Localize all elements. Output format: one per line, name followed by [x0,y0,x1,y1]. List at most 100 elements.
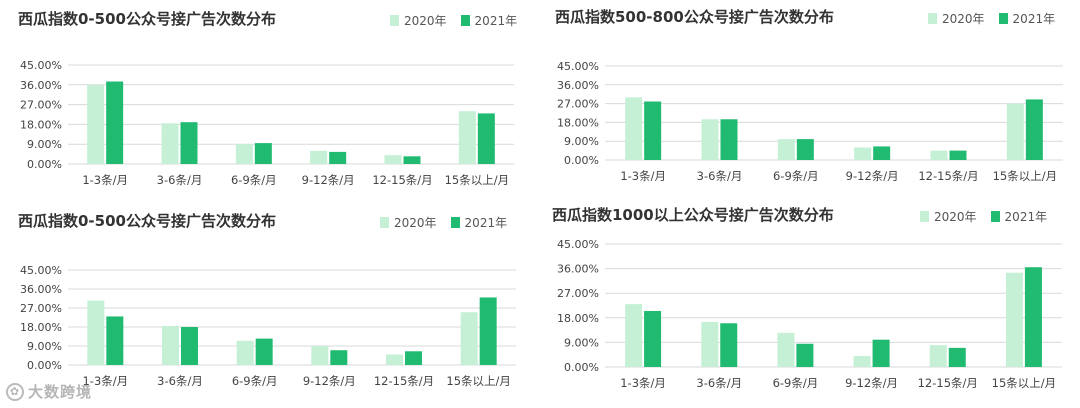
x-tick-label: 9-12条/月 [846,169,899,183]
bar-2020 [701,321,719,367]
x-tick-label: 3-6条/月 [157,173,203,187]
legend-label-2020: 2020年 [404,14,447,28]
chart-legend: 2020年 2021年 [928,10,1055,27]
y-tick-label: 9.00% [564,135,599,148]
bar-chart-2: 0.00% 9.00% 18.00% 27.00% 36.00% 45.00% 1-3条/月… [557,60,1063,183]
chart-title: 西瓜指数500-800公众号接广告次数分布 [555,8,834,26]
bar-2020 [625,304,643,367]
y-tick-label: 0.00% [27,158,62,171]
legend-item-2020: 2020年 [380,214,437,231]
bar-2021 [181,327,198,365]
legend-label-2021: 2021年 [1012,12,1056,26]
y-tick-label: 27.00% [20,99,62,112]
legend-item-2021: 2021年 [460,12,518,29]
bar-chart-1: 0.00% 9.00% 18.00% 27.00% 36.00% 45.00% 1-3条/月… [20,59,514,187]
legend-item-2020: 2020年 [920,208,977,225]
bar-2020 [458,111,476,164]
x-tick-label: 12-15条/月 [918,376,978,390]
x-tick-label: 3-6条/月 [157,374,203,388]
x-tick-label: 6-9条/月 [232,374,278,388]
legend-label-2020: 2020年 [942,12,985,26]
bar-2021 [873,146,891,160]
watermark: ✿ 大数跨境 [6,381,92,402]
x-tick-label: 12-15条/月 [372,173,432,187]
bar-2021 [477,113,495,164]
legend-item-2020: 2020年 [928,10,985,27]
bar-2020 [384,155,402,164]
legend-swatch-2020 [380,217,389,228]
y-tick-label: 45.00% [20,264,62,277]
bar-2020 [460,312,478,365]
bar-2021 [255,338,273,365]
legend-label-2020: 2020年 [934,210,977,224]
bar-2020 [1005,272,1023,367]
bar-2021 [796,139,814,160]
bar-2020 [87,300,105,365]
chart-legend: 2020年 2021年 [920,208,1047,225]
y-tick-label: 18.00% [20,118,62,131]
x-tick-label: 6-9条/月 [231,173,277,187]
bar-chart-3: 0.00% 9.00% 18.00% 27.00% 36.00% 45.00% 1-3条/月… [20,264,516,388]
legend-item-2021: 2021年 [998,10,1056,27]
chart-panel-2: 西瓜指数500-800公众号接广告次数分布 2020年 2021年 0.00% 9… [555,6,1070,196]
x-tick-label: 9-12条/月 [303,374,356,388]
y-tick-label: 36.00% [20,283,62,296]
bar-2021 [405,351,422,365]
bar-2020 [929,345,947,367]
y-tick-label: 0.00% [27,359,62,372]
bar-2020 [625,97,643,160]
chart-panel-1: 西瓜指数0-500公众号接广告次数分布 2020年 2021年 0.00% 9.0… [18,8,518,198]
chart-title: 西瓜指数0-500公众号接广告次数分布 [18,212,276,230]
legend-swatch-2020 [390,15,399,26]
x-tick-label: 3-6条/月 [696,376,742,390]
legend-label-2021: 2021年 [474,14,518,28]
bar-chart-4: 0.00% 9.00% 18.00% 27.00% 36.00% 45.00% 1-3条/月… [557,238,1062,390]
bar-2021 [720,323,738,367]
legend-label-2021: 2021年 [464,216,508,230]
chart-panel-4: 西瓜指数1000以上公众号接广告次数分布 2020年 2021年 0.00% 9.… [552,204,1070,400]
bar-2021 [949,150,967,160]
x-tick-label: 15条以上/月 [993,169,1058,183]
y-tick-label: 27.00% [557,98,599,111]
y-tick-label: 45.00% [557,60,599,73]
y-tick-label: 0.00% [564,154,599,167]
bar-2021 [403,156,421,164]
legend-swatch-2020 [928,13,937,24]
x-tick-label: 15条以上/月 [446,374,511,388]
bar-2020 [853,356,871,367]
y-tick-label: 45.00% [20,59,62,72]
legend-swatch-2021 [998,13,1008,24]
bar-2021 [1024,267,1042,367]
chart-panel-3: 西瓜指数0-500公众号接广告次数分布 2020年 2021年 0.00% 9.0… [18,210,518,400]
bar-2021 [644,101,662,160]
bar-2020 [236,340,254,365]
bar-2021 [106,316,124,365]
bar-2020 [854,147,872,160]
bar-2020 [386,354,403,365]
bar-2021 [796,343,814,367]
bar-2020 [87,84,105,164]
x-tick-label: 9-12条/月 [302,173,355,187]
y-tick-label: 18.00% [20,321,62,334]
y-tick-label: 9.00% [27,138,62,151]
x-tick-label: 1-3条/月 [82,374,128,388]
legend-swatch-2021 [450,217,460,228]
y-tick-label: 36.00% [20,79,62,92]
legend-swatch-2021 [460,15,470,26]
x-tick-label: 1-3条/月 [82,173,128,187]
x-tick-label: 1-3条/月 [620,169,666,183]
bar-2021 [644,310,662,367]
legend-item-2021: 2021年 [450,214,508,231]
y-tick-label: 0.00% [564,361,599,374]
x-tick-label: 9-12条/月 [845,376,898,390]
y-tick-label: 36.00% [557,263,599,276]
x-tick-label: 3-6条/月 [697,169,743,183]
chart-legend: 2020年 2021年 [390,12,517,29]
legend-swatch-2020 [920,211,929,222]
y-tick-label: 18.00% [557,312,599,325]
bar-2021 [254,143,272,164]
x-tick-label: 15条以上/月 [992,376,1057,390]
bar-2020 [311,346,329,365]
bar-2020 [777,139,795,160]
x-tick-label: 15条以上/月 [445,173,510,187]
